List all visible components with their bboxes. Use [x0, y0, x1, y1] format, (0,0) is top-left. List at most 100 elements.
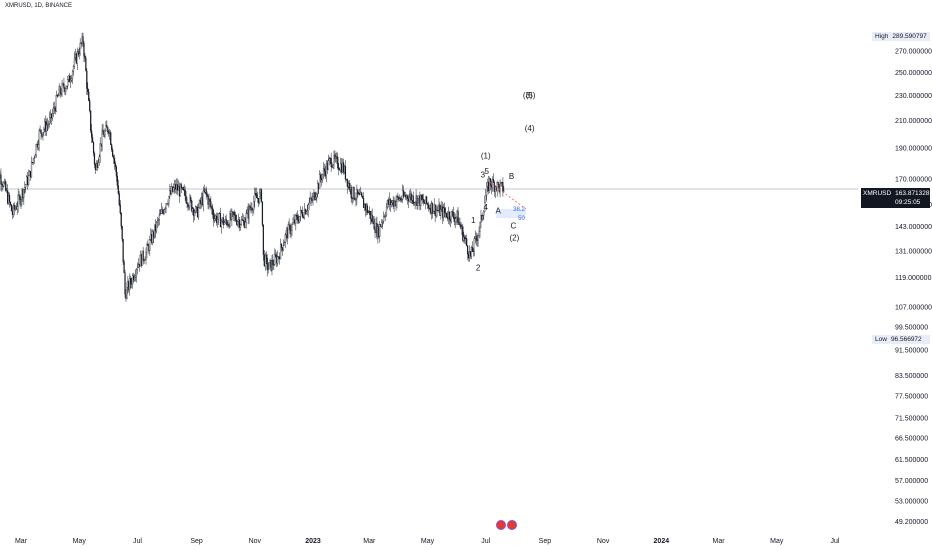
candle [193, 207, 195, 223]
news-flag-icon[interactable] [496, 520, 506, 530]
candle [500, 181, 502, 187]
candle [70, 75, 73, 83]
news-flag-icon[interactable] [507, 520, 517, 530]
price-axis[interactable]: 270.000000 250.000000 230.000000 210.000000… [895, 49, 932, 526]
candle [225, 214, 227, 226]
candle [473, 236, 475, 257]
candle [488, 176, 491, 194]
projection-line[interactable] [489, 181, 527, 210]
wave-label[interactable]: 4 [484, 203, 489, 212]
fib-level-label: 50 [518, 216, 525, 222]
y-tick-label: 270.000000 [895, 49, 932, 56]
candle [442, 201, 444, 224]
candle [71, 69, 74, 84]
wave-label[interactable]: (3) [523, 91, 533, 100]
y-tick-label: 230.000000 [895, 93, 932, 100]
candle [431, 202, 433, 219]
candle [140, 253, 142, 268]
candle [88, 88, 90, 102]
candle [429, 203, 431, 215]
candle [374, 226, 376, 239]
candle [413, 201, 415, 206]
candle [339, 167, 341, 171]
fib-level-label: 38.2 [513, 207, 525, 213]
candle [283, 241, 285, 246]
candle [340, 157, 342, 174]
candle [195, 206, 198, 213]
candle [168, 195, 170, 208]
candle [94, 162, 97, 175]
candle [64, 87, 66, 96]
candle [70, 75, 72, 89]
candle [263, 249, 265, 268]
candle [82, 32, 84, 48]
candle [401, 195, 403, 203]
candle [150, 228, 152, 242]
candle [189, 193, 191, 211]
wave-label[interactable]: 2 [476, 264, 481, 273]
candle [358, 192, 360, 195]
candle [136, 262, 139, 275]
candle [367, 209, 369, 214]
candle [39, 125, 41, 133]
candle [192, 206, 194, 216]
candle [223, 220, 225, 226]
time-axis[interactable]: Mar May Jul Sep Nov 2023 Mar May Jul Sep Nov 2024 Ma… [15, 538, 840, 545]
candle [396, 194, 398, 209]
candle [395, 195, 397, 211]
candle [499, 179, 501, 198]
candle [388, 192, 390, 211]
fib-zone[interactable] [496, 208, 526, 219]
candle [433, 198, 435, 214]
candle [439, 202, 441, 217]
wave-label[interactable]: (5) [526, 91, 536, 100]
x-tick-label: May [770, 538, 784, 545]
candle [349, 183, 351, 195]
candle [272, 254, 274, 270]
wave-label[interactable]: 5 [484, 167, 489, 176]
candle [487, 178, 489, 192]
wave-label[interactable]: C [511, 222, 517, 231]
wave-label[interactable]: (4) [525, 124, 535, 133]
high-badge: High 289.590797 [872, 32, 930, 41]
candle [398, 196, 400, 203]
wave-label[interactable]: 1 [471, 216, 476, 225]
candle [27, 171, 29, 190]
candle [285, 226, 287, 242]
candle [321, 173, 324, 184]
wave-label[interactable]: A [495, 206, 501, 215]
candle [482, 212, 484, 221]
wave-label[interactable]: 3 [481, 170, 486, 179]
candle [250, 201, 252, 214]
wave-label[interactable]: (2) [509, 234, 519, 243]
candle [101, 124, 103, 152]
candle [171, 183, 173, 196]
candle [406, 194, 409, 205]
candle [98, 154, 100, 166]
candle [196, 204, 199, 218]
chart-title: XMRUSD, 1D, BINANCE [5, 3, 73, 9]
candle [133, 273, 136, 282]
candle [51, 108, 54, 121]
y-tick-label: 107.000000 [895, 304, 932, 311]
candle [20, 196, 22, 209]
candle [121, 225, 123, 242]
wave-label[interactable]: B [509, 172, 514, 181]
candle [7, 192, 10, 205]
candle [432, 210, 434, 214]
candle [199, 197, 202, 210]
candle [462, 224, 464, 242]
wave-label[interactable]: (1) [481, 152, 491, 161]
candle [476, 233, 478, 247]
candle [416, 194, 418, 210]
news-flags[interactable] [496, 520, 517, 530]
candle [0, 168, 2, 191]
candle [257, 191, 259, 203]
candle [97, 158, 99, 169]
x-tick-label: 2023 [305, 538, 321, 545]
candle [269, 258, 271, 268]
price-tag-symbol: XMRUSD [863, 190, 892, 197]
candle [408, 190, 410, 203]
candle [501, 182, 503, 187]
